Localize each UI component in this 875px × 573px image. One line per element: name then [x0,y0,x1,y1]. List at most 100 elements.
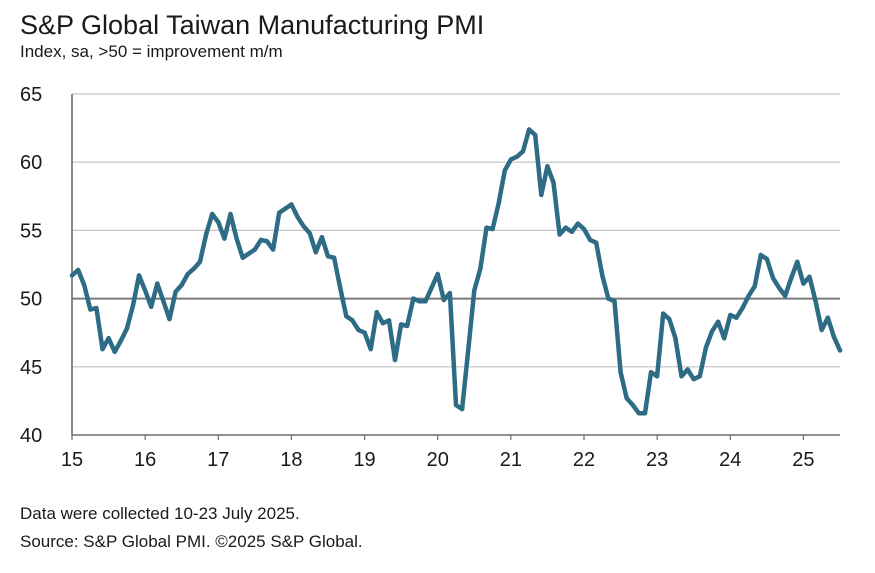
data-point [112,349,117,354]
data-point [709,329,715,334]
data-point [453,402,459,408]
data-point [642,411,648,416]
series-group [69,127,843,416]
axes [71,94,840,440]
data-point [630,402,635,408]
data-point [618,370,623,375]
data-point [386,318,392,323]
data-point [831,334,837,339]
data-point [331,255,337,260]
x-tick-label: 15 [61,449,83,471]
y-tick-label: 40 [20,425,42,447]
data-point [338,285,343,290]
data-point [563,225,568,230]
data-point [142,288,148,293]
data-point [398,322,404,327]
data-point [210,211,215,217]
data-point [606,296,611,301]
data-point [539,192,544,198]
data-point [752,284,757,289]
data-point [795,259,800,264]
data-point [149,304,154,309]
data-point [648,370,654,375]
y-tick-label: 55 [20,220,42,242]
data-point [240,255,245,260]
data-point [319,235,325,240]
data-point [75,267,81,273]
data-point [685,367,690,372]
data-point [782,293,788,299]
data-point [484,225,489,230]
data-point [697,374,702,379]
x-tick-label: 23 [646,449,668,471]
data-point [764,256,770,262]
data-point [325,254,331,259]
data-point [587,237,593,243]
data-point [82,282,87,288]
data-point [185,271,190,277]
chart-title: S&P Global Taiwan Manufacturing PMI [20,10,485,40]
data-point [533,132,538,138]
gridlines [72,93,840,368]
data-point [734,315,739,320]
data-point [502,168,507,173]
data-point [429,285,434,290]
data-point [106,336,111,341]
data-point [197,259,203,264]
data-point [490,226,495,232]
data-point [368,346,373,352]
x-tick-label: 17 [207,449,229,471]
data-point [715,319,721,324]
data-point [94,305,99,311]
data-point [612,299,617,304]
y-tick-label: 45 [20,357,42,379]
y-tick-label: 60 [20,152,42,174]
data-point [252,247,258,252]
x-tick-label: 21 [500,449,522,471]
data-point [466,348,471,353]
data-point [520,149,526,154]
data-point [411,296,416,301]
data-point [740,305,745,311]
data-point [600,273,605,278]
data-point [636,411,642,416]
data-point [472,288,477,293]
data-point [673,336,678,341]
data-point [392,357,398,363]
data-point [667,316,672,322]
data-point [545,164,550,169]
data-point [216,220,221,225]
data-point [173,289,178,294]
data-point [234,236,239,241]
data-point [222,236,227,241]
data-point [228,211,233,217]
data-point [581,226,587,232]
chart-subtitle: Index, sa, >50 = improvement m/m [20,42,283,61]
data-point [100,346,105,352]
data-point [264,239,270,244]
y-tick-label: 65 [20,84,42,106]
data-point [722,336,727,341]
data-point [350,318,355,323]
data-point [277,210,282,215]
series-line-pmi [69,127,843,416]
data-point [776,285,782,290]
y-tick-label: 50 [20,289,42,311]
data-point [569,229,574,234]
data-point [246,251,251,256]
footnote-collection-date: Data were collected 10-23 July 2025. [20,504,300,523]
data-point [728,312,733,318]
data-point [594,240,599,245]
data-point [624,396,629,401]
x-tick-label: 25 [792,449,814,471]
footnote-source: Source: S&P Global PMI. ©2025 S&P Global… [20,532,363,551]
data-point [441,297,446,303]
data-point [167,316,172,322]
data-point [557,232,562,237]
data-point [417,299,422,304]
data-point [514,154,520,159]
x-tick-label: 22 [573,449,595,471]
data-point [130,303,136,308]
data-point [136,273,142,278]
data-point [654,374,660,379]
